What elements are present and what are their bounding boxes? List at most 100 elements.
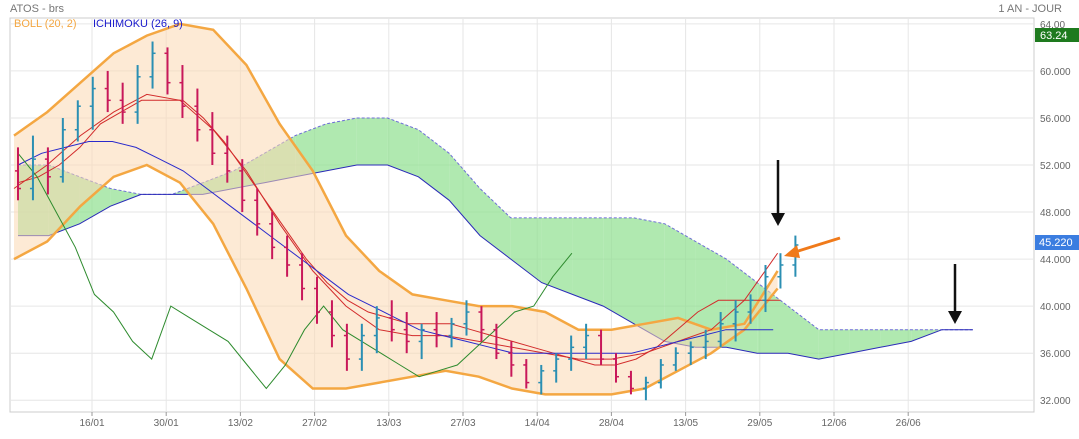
ohlc-bar xyxy=(747,294,754,324)
ohlc-bars xyxy=(15,41,799,401)
ohlc-bar xyxy=(777,253,784,289)
ohlc-bar xyxy=(269,212,276,260)
ohlc-bar xyxy=(149,41,156,89)
ohlc-bar xyxy=(493,323,500,360)
annotation-arrow-head xyxy=(771,213,785,226)
ohlc-bar xyxy=(44,147,51,195)
ohlc-bar xyxy=(613,353,619,383)
current-price-badge xyxy=(1035,235,1079,250)
ohlc-bar xyxy=(508,341,515,377)
tenkan-sen xyxy=(17,99,781,366)
ohlc-bar xyxy=(343,323,350,371)
y-tick-label: 40.000 xyxy=(1040,302,1071,313)
ohlc-bar xyxy=(553,353,560,383)
x-tick-label: 14/04 xyxy=(525,418,550,429)
bollinger-fill xyxy=(14,23,778,395)
ohlc-bar xyxy=(239,159,246,213)
ohlc-bar xyxy=(418,323,425,360)
ohlc-bar xyxy=(388,300,395,342)
y-tick-label: 44.000 xyxy=(1040,255,1071,266)
cloud-bullish-segment xyxy=(326,117,357,171)
legend-bollinger: BOLL (20, 2) xyxy=(14,18,77,30)
current-price-tag: 45.220 xyxy=(1035,235,1079,250)
x-tick-label: 27/02 xyxy=(302,418,327,429)
senkou-span-a xyxy=(18,117,973,331)
ohlc-bar xyxy=(627,370,634,395)
ohlc-bar xyxy=(463,300,470,336)
ohlc-bar xyxy=(702,329,709,360)
ohlc-bar xyxy=(732,300,739,342)
x-tick-label: 12/06 xyxy=(821,418,846,429)
ohlc-bar xyxy=(209,112,216,166)
last-price-label: 63.24 xyxy=(1040,30,1068,42)
ohlc-bar xyxy=(598,329,605,365)
cloud-bullish-segment xyxy=(572,217,604,307)
cloud-bullish-segment xyxy=(541,217,573,295)
cloud-bullish-segment xyxy=(110,188,142,207)
ohlc-bar xyxy=(164,47,171,95)
ichimoku-lines xyxy=(17,99,781,390)
cloud-bullish-segment xyxy=(387,117,419,177)
chart-title: ATOS - brs xyxy=(10,3,64,15)
cloud-bullish-segment xyxy=(634,217,665,342)
ohlc-bar xyxy=(119,82,126,124)
ohlc-bar xyxy=(448,317,455,348)
ohlc-bar xyxy=(642,376,649,401)
cloud-bullish-segment xyxy=(788,306,819,360)
ohlc-bar xyxy=(373,306,380,354)
ohlc-bar xyxy=(568,335,575,371)
y-tick-label: 48.000 xyxy=(1040,208,1071,219)
ohlc-bar xyxy=(538,364,545,395)
y-tick-label: 64.00 xyxy=(1040,20,1065,31)
ohlc-bar xyxy=(284,235,291,277)
cloud-bullish-segment xyxy=(603,217,634,324)
cloud-bullish-segment xyxy=(449,153,480,236)
ohlc-bar xyxy=(29,135,36,201)
annotations xyxy=(771,160,962,324)
annotation-orange-arrow-shaft xyxy=(794,236,841,254)
ohlc-bar xyxy=(104,70,111,113)
ohlc-bar xyxy=(762,264,769,313)
ohlc-bar xyxy=(403,312,410,354)
annotation-orange-arrow-head xyxy=(784,245,800,258)
ohlc-bar xyxy=(672,347,679,371)
x-tick-label: 13/05 xyxy=(673,418,698,429)
x-tick-label: 26/06 xyxy=(896,418,921,429)
x-tick-label: 13/02 xyxy=(228,418,253,429)
cloud-bullish-segment xyxy=(510,217,542,283)
y-tick-label: 60.000 xyxy=(1040,67,1071,78)
ohlc-bar xyxy=(299,253,306,301)
current-price-label: 45.220 xyxy=(1039,237,1073,249)
annotation-arrow-head xyxy=(948,311,962,324)
cloud-bullish-segment xyxy=(356,117,388,166)
ohlc-bar xyxy=(194,88,201,142)
x-tick-label: 13/03 xyxy=(376,418,401,429)
ohlc-bar xyxy=(433,312,440,348)
ohlc-bar xyxy=(74,100,81,142)
kijun-sen xyxy=(17,141,774,354)
ohlc-bar xyxy=(687,341,694,365)
ohlc-bar xyxy=(254,188,261,236)
ohlc-bar xyxy=(583,323,590,360)
ohlc-bar xyxy=(478,306,485,342)
ohlc-bar xyxy=(224,135,231,183)
last-price-badge xyxy=(1035,28,1079,42)
y-tick-label: 32.000 xyxy=(1040,396,1071,407)
chikou-span xyxy=(17,152,573,390)
x-tick-label: 28/04 xyxy=(599,418,624,429)
x-tick-label: 29/05 xyxy=(747,418,772,429)
plot-frame xyxy=(9,17,1035,413)
cloud-bullish-segment xyxy=(664,223,696,348)
bollinger-lower xyxy=(13,163,779,396)
ohlc-bar xyxy=(179,65,186,118)
ohlc-bar xyxy=(523,359,530,389)
y-tick-label: 56.000 xyxy=(1040,114,1071,125)
y-tick-label: 52.000 xyxy=(1040,161,1071,172)
x-tick-label: 16/01 xyxy=(79,418,104,429)
ohlc-bar xyxy=(89,76,96,130)
ohlc-bar xyxy=(314,276,320,324)
cloud-bullish-segment xyxy=(818,329,850,360)
bollinger-upper xyxy=(13,22,779,331)
legend-ichimoku: ICHIMOKU (26, 9) xyxy=(93,18,183,30)
